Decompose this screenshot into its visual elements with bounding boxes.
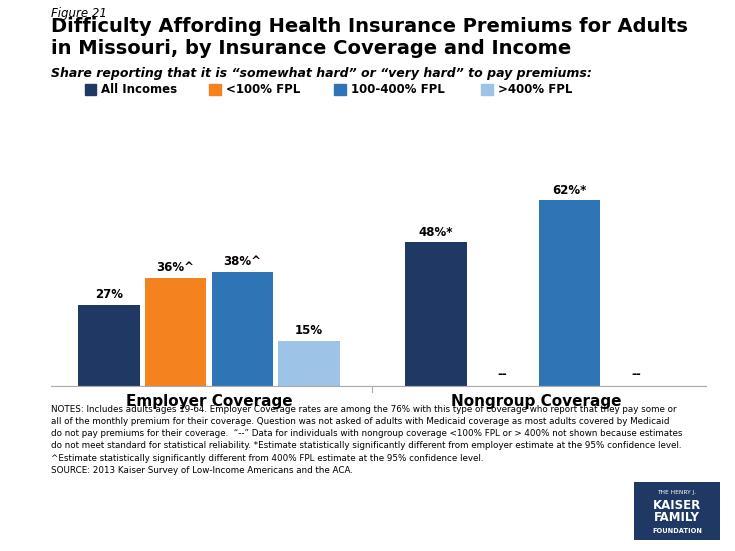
Text: <100% FPL: <100% FPL <box>226 83 301 96</box>
Text: Difficulty Affording Health Insurance Premiums for Adults: Difficulty Affording Health Insurance Pr… <box>51 17 688 35</box>
Text: 100-400% FPL: 100-400% FPL <box>351 83 445 96</box>
Text: Figure 21: Figure 21 <box>51 7 107 20</box>
Bar <box>279 341 340 386</box>
Text: 38%^: 38%^ <box>223 256 261 268</box>
Bar <box>145 278 207 386</box>
Text: >400% FPL: >400% FPL <box>498 83 573 96</box>
Text: 15%: 15% <box>295 324 323 337</box>
Text: FOUNDATION: FOUNDATION <box>652 528 702 534</box>
Text: in Missouri, by Insurance Coverage and Income: in Missouri, by Insurance Coverage and I… <box>51 39 572 57</box>
Bar <box>406 242 467 386</box>
Text: 36%^: 36%^ <box>157 261 195 274</box>
Bar <box>212 272 273 386</box>
Text: FAMILY: FAMILY <box>654 511 700 525</box>
Text: --: -- <box>631 368 641 381</box>
Text: 62%*: 62%* <box>552 183 587 197</box>
Text: --: -- <box>498 368 508 381</box>
Text: NOTES: Includes adults ages 19-64. Employer Coverage rates are among the 76% wit: NOTES: Includes adults ages 19-64. Emplo… <box>51 405 683 475</box>
Text: Share reporting that it is “somewhat hard” or “very hard” to pay premiums:: Share reporting that it is “somewhat har… <box>51 67 592 80</box>
Text: 27%: 27% <box>95 288 123 301</box>
Bar <box>79 305 140 386</box>
Text: Nongroup Coverage: Nongroup Coverage <box>451 394 621 409</box>
Text: Employer Coverage: Employer Coverage <box>126 394 293 409</box>
Text: KAISER: KAISER <box>653 499 701 512</box>
Text: All Incomes: All Incomes <box>101 83 178 96</box>
Bar <box>539 200 600 386</box>
Text: 48%*: 48%* <box>419 225 453 239</box>
Text: THE HENRY J.: THE HENRY J. <box>657 490 697 495</box>
